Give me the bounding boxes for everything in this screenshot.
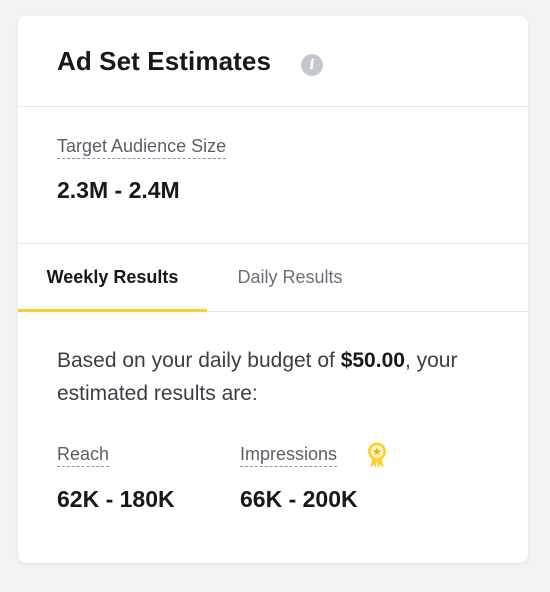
tab-daily-results[interactable]: Daily Results: [237, 267, 343, 287]
card-header: Ad Set Estimates i: [18, 16, 528, 107]
ad-set-estimates-card: Ad Set Estimates i Weekly Results Daily …: [18, 16, 528, 563]
tab-weekly-results[interactable]: Weekly Results: [18, 244, 207, 312]
audience-section: [18, 107, 528, 244]
results-tabs: Weekly Results Daily Results: [18, 244, 528, 312]
card-title: Ad Set Estimates: [57, 46, 272, 76]
info-icon[interactable]: i: [301, 54, 323, 76]
